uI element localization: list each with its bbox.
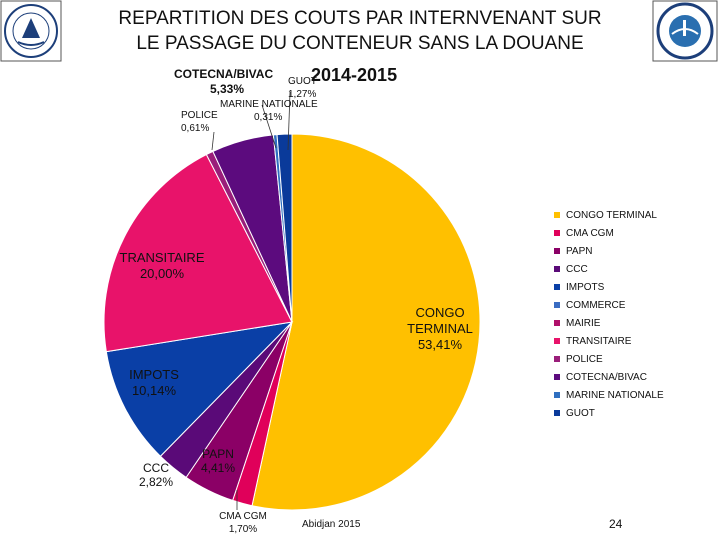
legend-label-cma-cgm: CMA CGM: [566, 227, 614, 239]
legend-swatch-transitaire: [554, 338, 560, 344]
leader-line-0: [211, 131, 215, 151]
leader-line-2: [287, 91, 291, 151]
label-marine-nationale: MARINE NATIONALE 0,31%: [220, 98, 330, 124]
chart-legend: CONGO TERMINAL CMA CGM PAPN CCC IMPOTS COMMER…: [554, 206, 714, 422]
label-impots: IMPOTS 10,14%: [114, 367, 194, 399]
label-police: POLICE 0,61%: [181, 109, 231, 135]
label-papn: PAPN 4,41%: [193, 447, 243, 475]
legend-swatch-mairie: [554, 320, 560, 326]
legend-swatch-congo-terminal: [554, 212, 560, 218]
legend-swatch-marine-nationale: [554, 392, 560, 398]
label-cotecna-name: COTECNA/BIVAC: [174, 67, 274, 81]
label-transitaire-value: 20,00%: [139, 266, 185, 281]
legend-label-transitaire: TRANSITAIRE: [566, 335, 632, 347]
pie-slice-guot: [276, 133, 293, 323]
legend-label-cotecna-bivac: COTECNA/BIVAC: [566, 371, 647, 383]
label-police-name: POLICE: [181, 110, 218, 121]
label-congo-terminal-name-1: CONGO: [415, 305, 465, 320]
legend-item-papn: PAPN: [554, 242, 714, 260]
label-ccc: CCC 2,82%: [128, 461, 184, 489]
label-cma-cgm-value: 1,70%: [228, 524, 258, 535]
label-guot-name: GUOT: [288, 76, 317, 87]
label-marine-nationale-value: 0,31%: [254, 112, 283, 123]
legend-swatch-papn: [554, 248, 560, 254]
label-ccc-name: CCC: [143, 461, 169, 475]
legend-swatch-impots: [554, 284, 560, 290]
legend-swatch-cma-cgm: [554, 230, 560, 236]
label-transitaire-name: TRANSITAIRE: [119, 250, 205, 265]
label-cma-cgm-name: CMA CGM: [219, 511, 267, 522]
legend-item-police: POLICE: [554, 350, 714, 368]
legend-item-commerce: COMMERCE: [554, 296, 714, 314]
label-guot-value: 1,27%: [288, 89, 317, 100]
label-congo-terminal-value: 53,41%: [417, 337, 463, 352]
legend-label-congo-terminal: CONGO TERMINAL: [566, 209, 657, 221]
legend-item-guot: GUOT: [554, 404, 714, 422]
legend-swatch-ccc: [554, 266, 560, 272]
page-number: 24: [609, 517, 623, 531]
leader-line-1: [261, 104, 277, 149]
label-cotecna-value: 5,33%: [210, 82, 245, 96]
legend-label-ccc: CCC: [566, 263, 588, 275]
label-impots-name: IMPOTS: [129, 367, 179, 382]
pie-slice-congo-terminal: [251, 133, 481, 511]
left-logo: [0, 0, 62, 62]
legend-label-commerce: COMMERCE: [566, 299, 626, 311]
label-congo-terminal-name-2: TERMINAL: [407, 321, 473, 336]
footer-location: Abidjan 2015: [302, 519, 361, 530]
legend-item-cma-cgm: CMA CGM: [554, 224, 714, 242]
legend-swatch-guot: [554, 410, 560, 416]
legend-swatch-cotecna-bivac: [554, 374, 560, 380]
legend-item-cotecna-bivac: COTECNA/BIVAC: [554, 368, 714, 386]
label-papn-value: 4,41%: [200, 461, 236, 475]
legend-swatch-commerce: [554, 302, 560, 308]
label-impots-value: 10,14%: [131, 383, 177, 398]
legend-item-congo-terminal: CONGO TERMINAL: [554, 206, 714, 224]
legend-label-police: POLICE: [566, 353, 603, 365]
label-transitaire: TRANSITAIRE 20,00%: [112, 250, 212, 282]
label-congo-terminal: CONGO TERMINAL 53,41%: [400, 305, 480, 353]
legend-label-papn: PAPN: [566, 245, 593, 257]
label-ccc-value: 2,82%: [138, 475, 174, 489]
label-police-value: 0,61%: [181, 123, 210, 134]
legend-label-mairie: MAIRIE: [566, 317, 601, 329]
slide-title: REPARTITION DES COUTS PAR INTERNVENANT S…: [100, 6, 620, 56]
legend-label-impots: IMPOTS: [566, 281, 605, 293]
legend-item-mairie: MAIRIE: [554, 314, 714, 332]
legend-item-impots: IMPOTS: [554, 278, 714, 296]
label-marine-nationale-name: MARINE NATIONALE: [220, 99, 318, 110]
title-line-1: REPARTITION DES COUTS PAR INTERNVENANT S…: [118, 8, 602, 29]
label-cma-cgm: CMA CGM 1,70%: [213, 510, 273, 536]
legend-item-transitaire: TRANSITAIRE: [554, 332, 714, 350]
chart-year: 2014-2015: [311, 65, 398, 85]
label-papn-name: PAPN: [202, 447, 234, 461]
title-line-2: LE PASSAGE DU CONTENEUR SANS LA DOUANE: [136, 33, 584, 54]
pie-slice-transitaire: [103, 153, 293, 353]
legend-item-ccc: CCC: [554, 260, 714, 278]
legend-item-marine-nationale: MARINE NATIONALE: [554, 386, 714, 404]
label-guot: GUOT 1,27%: [288, 75, 328, 101]
legend-swatch-police: [554, 356, 560, 362]
legend-label-guot: GUOT: [566, 407, 595, 419]
right-logo: [652, 0, 718, 62]
legend-label-marine-nationale: MARINE NATIONALE: [566, 389, 664, 401]
pie-slice-impots: [105, 321, 294, 457]
